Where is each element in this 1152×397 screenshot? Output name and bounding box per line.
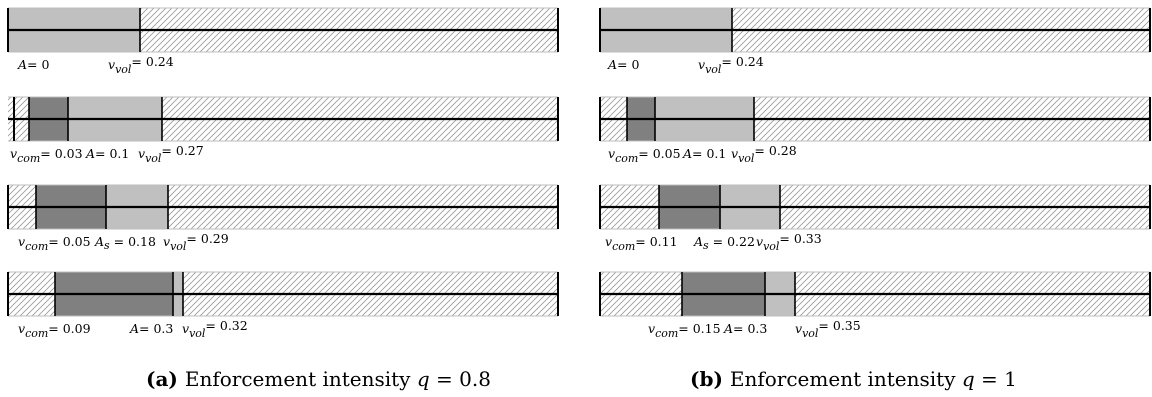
vvol-label: vvol= 0.28 (731, 143, 797, 165)
vvol-label: vvol= 0.33 (756, 231, 822, 253)
vvol-label: vvol= 0.24 (108, 54, 174, 76)
a-label: A= 0.1 (682, 146, 726, 161)
panel-a: A= 0 vvol= 0.24 vcom= 0.03 A= 0.1 vvol= 0.27… (8, 8, 558, 391)
panel-caption: (a) Enforcement intensity q = 0.8 (146, 367, 491, 391)
interval-row: vcom= 0.05 As = 0.18 vvol= 0.29 (8, 185, 558, 253)
vcom-label: vcom= 0.05 (18, 234, 91, 253)
a-label: A= 0 (607, 57, 639, 72)
vcom-label: vcom= 0.15 (648, 321, 721, 340)
vvol-label: vvol= 0.32 (182, 318, 248, 340)
interval-row: vcom= 0.15 A= 0.3 vvol= 0.35 (600, 272, 1150, 340)
as-label: As = 0.18 (94, 234, 156, 252)
a-label: A= 0.1 (85, 146, 129, 161)
a-label: A= 0.3 (723, 321, 767, 336)
a-label: A= 0.3 (129, 321, 173, 336)
panel-b: A= 0 vvol= 0.24 vcom= 0.05 A= 0.1 vvol= 0.28… (600, 8, 1150, 391)
interval-row: A= 0 vvol= 0.24 (600, 8, 1150, 76)
interval-row: vcom= 0.09 A= 0.3 vvol= 0.32 (8, 272, 558, 340)
panel-caption: (b) Enforcement intensity q = 1 (690, 367, 1017, 391)
vvol-label: vvol= 0.35 (795, 318, 861, 340)
interval-row: vcom= 0.03 A= 0.1 vvol= 0.27 (8, 97, 558, 165)
interval-row: vcom= 0.11 As = 0.22 vvol= 0.33 (600, 185, 1150, 253)
vvol-label: vvol= 0.27 (138, 143, 204, 165)
vcom-label: vcom= 0.09 (18, 321, 91, 340)
vvol-label: vvol= 0.29 (163, 231, 229, 253)
vcom-label: vcom= 0.11 (605, 234, 678, 253)
vvol-label: vvol= 0.24 (698, 54, 764, 76)
a-label: A= 0 (17, 57, 49, 72)
interval-row: A= 0 vvol= 0.24 (8, 8, 558, 76)
vcom-label: vcom= 0.03 (10, 146, 83, 165)
as-label: As = 0.22 (693, 234, 755, 252)
interval-row: vcom= 0.05 A= 0.1 vvol= 0.28 (600, 97, 1150, 165)
vcom-label: vcom= 0.05 (608, 146, 681, 165)
